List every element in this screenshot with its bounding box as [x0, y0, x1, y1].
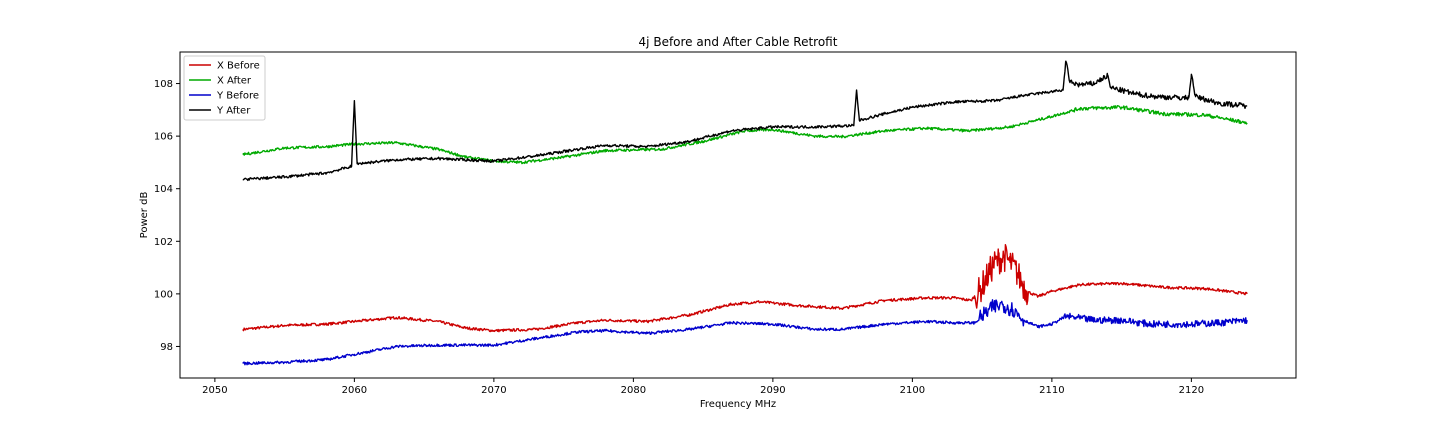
chart-title: 4j Before and After Cable Retrofit: [639, 35, 838, 49]
legend: X Before X After Y Before Y After: [183, 55, 266, 121]
legend-label: Y After: [216, 106, 251, 117]
y-tick-label: 100: [154, 289, 173, 300]
x-tick-label: 2060: [342, 385, 367, 396]
y-tick-label: 108: [154, 79, 173, 90]
y-tick-label: 106: [154, 132, 173, 143]
x-tick-label: 2090: [760, 385, 785, 396]
x-tick-label: 2120: [1179, 385, 1204, 396]
series-lines: [242, 60, 1248, 366]
plot-area-frame: [179, 51, 1297, 379]
series-line-x-after: [242, 105, 1248, 165]
x-tick-label: 2050: [202, 385, 227, 396]
x-axis-label: Frequency MHz: [700, 399, 776, 410]
legend-box: [183, 55, 266, 121]
legend-label: X Before: [217, 61, 260, 72]
series-line-y-after: [242, 60, 1248, 182]
legend-label: Y Before: [216, 91, 259, 102]
y-tick-label: 98: [160, 342, 173, 353]
x-tick-label: 2100: [900, 385, 925, 396]
y-tick-label: 104: [154, 184, 173, 195]
y-axis-ticks: 98 100 102 104 106 108: [154, 79, 180, 353]
y-axis-label: Power dB: [139, 192, 150, 239]
legend-label: X After: [217, 76, 252, 87]
series-line-y-before: [242, 299, 1248, 366]
y-tick-label: 102: [154, 237, 173, 248]
x-tick-label: 2080: [621, 385, 646, 396]
series-line-x-before: [242, 243, 1248, 333]
x-tick-label: 2070: [481, 385, 506, 396]
x-axis-ticks: 2050 2060 2070 2080 2090 2100 2110 2120: [202, 378, 1204, 396]
x-tick-label: 2110: [1039, 385, 1064, 396]
